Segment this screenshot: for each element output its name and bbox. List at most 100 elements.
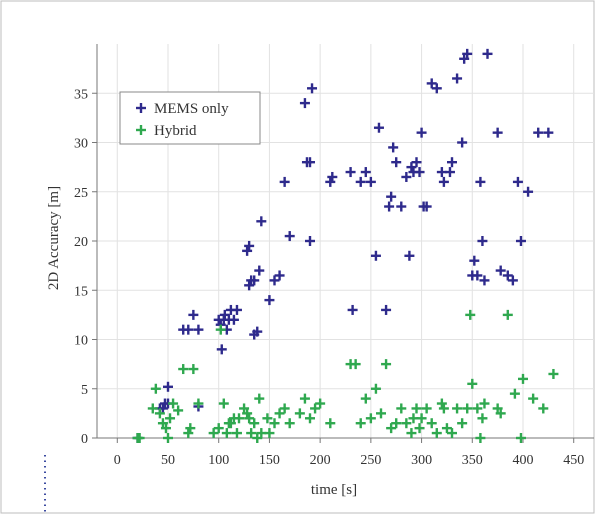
mems-only-point [345,167,356,178]
mems-only-point [307,83,318,94]
hybrid-point [426,418,437,429]
tick-labels: 0 50 100 150 200 250 300 350 400 450 0 5 10 15 20 25 30 3… [74,87,584,468]
y-tick-label: 25 [74,186,88,201]
y-tick-label: 30 [74,137,88,152]
mems-only-point [414,167,425,178]
mems-only-point [507,275,518,286]
mems-only-point [396,201,407,212]
x-tick-label: 250 [360,453,381,468]
mems-only-point [477,236,488,246]
mems-only-point [492,127,503,138]
hybrid-point [234,413,244,424]
hybrid-point [244,413,255,424]
mems-only-point [284,231,295,242]
hybrid-point [411,403,422,414]
hybrid-point [381,359,392,370]
mems-only-point [193,324,204,335]
mems-only-point [305,157,315,168]
hybrid-point [401,418,412,429]
hybrid-point [284,418,295,429]
mems-only-point [244,240,255,251]
mems-only-point [231,304,242,315]
hybrid-point [475,433,486,443]
hybrid-point [154,408,165,419]
hybrid-point [173,405,184,416]
hybrid-point [274,408,285,419]
mems-only-point [438,176,449,187]
hybrid-point [528,393,539,404]
hybrid-point [355,418,366,429]
mems-only-point [406,162,417,173]
mems-only-point [391,157,402,168]
mems-only-point [421,201,432,212]
mems-only-point [426,78,437,89]
hybrid-point [213,423,224,434]
mems-only-point [360,167,371,178]
hybrid-point [421,403,432,414]
mems-only-point [264,295,275,306]
hybrid-point [269,418,280,429]
hybrid-point [242,408,253,419]
hybrid-point [472,403,483,414]
hybrid-point [315,398,326,409]
hybrid-point [479,398,490,409]
mems-only-point [502,270,513,281]
hybrid-point [188,364,199,375]
hybrid-point [325,418,336,429]
hybrid-point [221,428,232,439]
y-tick-label: 20 [74,235,88,250]
hybrid-point [185,423,196,434]
mems-only-point [347,304,358,315]
hybrid-point [370,383,381,394]
hybrid-point [452,403,463,414]
mems-only-point [475,176,486,187]
legend-label-hybrid: Hybrid [154,123,197,139]
hybrid-point [264,428,275,439]
hybrid-point [262,413,273,424]
x-tick-label: 200 [310,453,331,468]
mems-only-point [444,167,455,178]
hybrid-point [147,403,158,414]
y-tick-label: 10 [74,334,88,349]
hybrid-point [360,393,371,404]
hybrid-point [416,413,427,424]
mems-only-point [457,137,468,148]
x-tick-label: 350 [462,453,483,468]
hybrid-point [183,428,194,439]
mems-only-point [495,265,506,276]
legend-box [119,91,261,145]
x-tick-label: 450 [563,453,584,468]
mems-only-point [482,48,493,59]
hybrid-point [218,398,229,409]
y-tick-label: 0 [81,432,88,447]
y-tick-label: 5 [81,383,88,398]
mems-only-point [254,265,265,276]
mems-only-point [279,176,290,187]
x-tick-label: 50 [161,453,175,468]
axes [92,44,594,443]
hybrid-point [414,423,425,434]
hybrid-point [163,433,173,443]
y-axis-label: 2D Accuracy [m] [46,186,62,290]
mems-only-point [216,344,227,355]
mems-only-point [452,73,463,84]
mems-only-point [299,98,310,109]
mems-only-point [388,142,399,153]
hybrid-point [515,433,526,443]
mems-only-point [355,176,366,187]
legend-label-mems-only: MEMS only [154,101,229,117]
mems-only-point [462,48,473,59]
mems-only-point [404,250,415,261]
mems-only-point [401,171,412,182]
hybrid-point [294,408,305,419]
mems-only-point [447,157,457,168]
mems-only-point [469,255,480,266]
mems-only-point [386,191,397,202]
hybrid-point [208,428,219,439]
hybrid-point [396,403,407,414]
mems-only-point [431,83,442,94]
mems-only-point [384,201,395,212]
mems-only-point [543,127,554,138]
hybrid-point [165,413,176,424]
